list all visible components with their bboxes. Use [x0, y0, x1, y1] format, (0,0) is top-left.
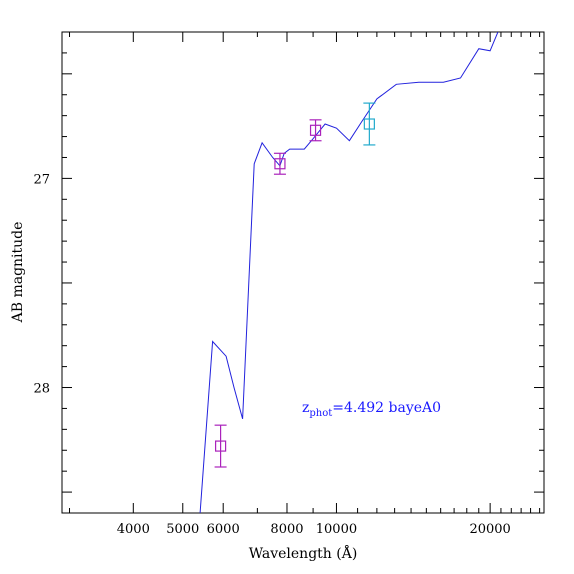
photometry-point: [273, 152, 286, 175]
y-axis-title: AB magnitude: [10, 222, 26, 324]
photometry-point: [214, 424, 227, 468]
annotation-text: =4.492 bayeA0: [332, 400, 441, 416]
y-tick-label: 27: [33, 172, 50, 187]
photometry-point: [363, 102, 376, 146]
x-axis-title: Wavelength (Å): [249, 544, 358, 562]
data-marker: [363, 118, 375, 130]
x-tick-label: 6000: [207, 522, 240, 537]
x-tick-label: 5000: [166, 522, 199, 537]
x-tick-label: 10000: [316, 522, 357, 537]
photometry-point: [309, 119, 322, 142]
tick-labels: 27 28 4000 5000 6000 8000 10000 20000: [33, 172, 510, 537]
axis-ticks: [62, 31, 544, 514]
data-marker: [274, 158, 286, 170]
plot-frame: [61, 31, 545, 514]
y-tick-label: 28: [33, 382, 50, 397]
photo-z-annotation: zphot=4.492 bayeA0: [302, 400, 441, 419]
x-tick-label: 8000: [270, 522, 303, 537]
annotation-subscript: phot: [309, 408, 332, 419]
data-marker: [309, 124, 322, 136]
photometry-layer: [214, 102, 376, 468]
annotation-z: z: [302, 400, 309, 416]
data-marker: [214, 440, 227, 452]
sed-series-layer: [199, 32, 499, 513]
x-tick-label: 4000: [117, 522, 150, 537]
sed-template-line: [199, 32, 499, 513]
x-tick-label: 20000: [469, 522, 510, 537]
